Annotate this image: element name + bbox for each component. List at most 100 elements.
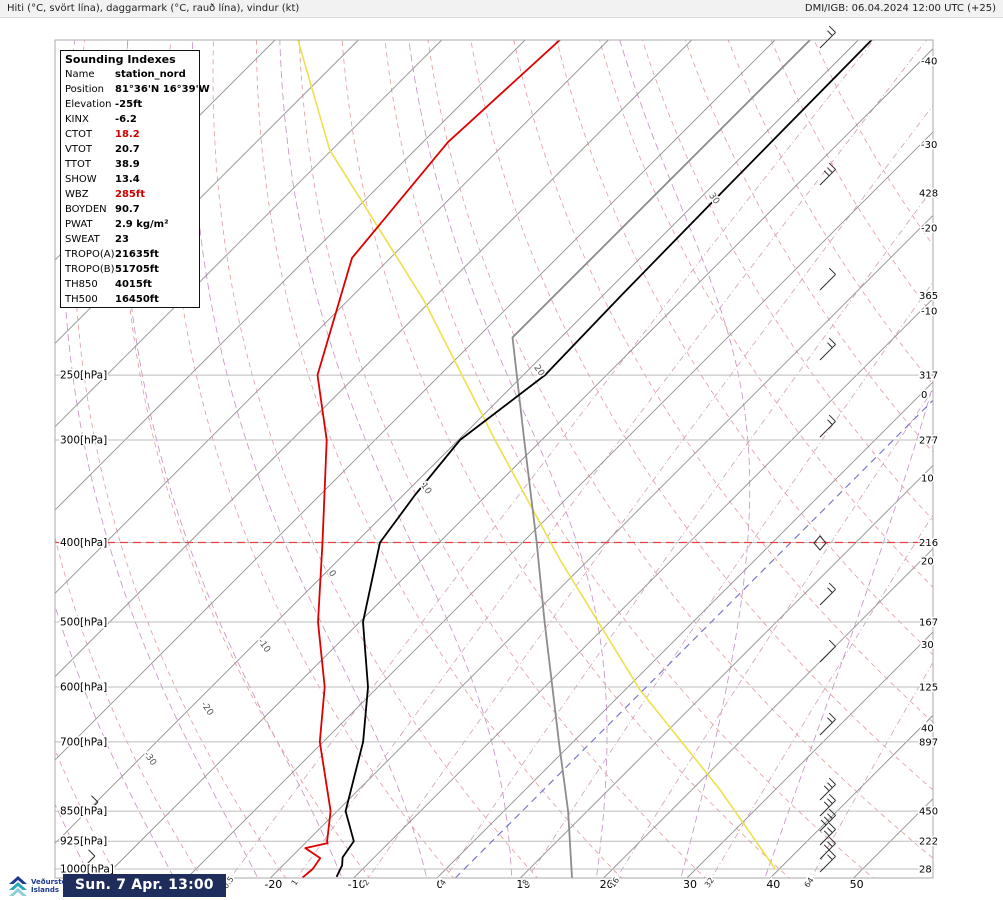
wind-barb-icon	[819, 836, 836, 860]
model-run-info: DMI/IGB: 06.04.2024 12:00 UTC (+25)	[804, 3, 996, 14]
index-value: station_nord	[115, 69, 186, 80]
index-label: TROPO(B)	[65, 264, 115, 275]
index-label: BOYDEN	[65, 204, 107, 215]
index-value: 20.7	[115, 144, 140, 155]
index-row: Elevation -25ft	[61, 97, 199, 112]
index-label: TTOT	[65, 159, 92, 170]
right-height-label: 28	[919, 865, 932, 876]
topbar: Hiti (°C, svört lína), daggarmark (°C, r…	[0, 0, 1003, 18]
moist-adiabat-label: 10	[418, 481, 433, 496]
right-temp-label: 40	[921, 723, 934, 734]
yellow-reference-line	[297, 40, 777, 870]
moist-adiabat-label: -20	[198, 700, 215, 718]
missing-wind-marker	[813, 535, 827, 551]
index-row: Position 81°36'N 16°39'W	[61, 82, 210, 97]
panel-rows: Name station_nord Position 81°36'N 16°39'W E…	[61, 67, 210, 307]
right-temp-label: 30	[921, 640, 934, 651]
index-label: TROPO(A)	[65, 249, 115, 260]
index-label: VTOT	[65, 144, 92, 155]
pressure-axis-label: 850[hPa]	[60, 806, 107, 818]
moist-adiabat-label: -10	[255, 637, 272, 655]
wind-barb-icon	[819, 25, 836, 49]
index-value: 13.4	[115, 174, 140, 185]
temp-axis-label: 10	[516, 878, 530, 891]
index-value: 51705ft	[115, 264, 159, 275]
index-value: 90.7	[115, 204, 140, 215]
panel-title: Sounding Indexes	[65, 53, 176, 66]
wind-barb-icon	[819, 162, 836, 186]
right-temp-label: -30	[921, 140, 937, 151]
right-temp-label: -40	[921, 57, 937, 68]
wind-barb-icon	[84, 849, 96, 867]
sounding-indexes-panel: Sounding Indexes Name station_nord Positio…	[60, 50, 210, 308]
moist-adiabat-label: -30	[141, 750, 158, 768]
index-row: PWAT 2.9 kg/m²	[61, 217, 199, 232]
right-height-label: 277	[919, 436, 938, 447]
wind-barb-icon	[819, 777, 836, 801]
temp-axis-label: 30	[683, 878, 697, 891]
right-height-label: 317	[919, 371, 938, 382]
right-height-label: 897	[919, 737, 938, 748]
right-temp-label: -20	[921, 223, 937, 234]
index-value: 81°36'N 16°39'W	[115, 84, 210, 95]
index-row: BOYDEN 90.7	[61, 202, 199, 217]
index-label: CTOT	[65, 129, 93, 140]
right-temp-label: 10	[921, 473, 934, 484]
right-height-label: 365	[919, 291, 938, 302]
right-height-label: 125	[919, 682, 938, 693]
temp-axis-label: 40	[766, 878, 780, 891]
chart-legend: Hiti (°C, svört lína), daggarmark (°C, r…	[7, 3, 300, 14]
pressure-axis-label: 500[hPa]	[60, 617, 107, 629]
index-label: Position	[65, 84, 104, 95]
index-row: TROPO(A) 21635ft	[61, 247, 199, 262]
index-row: TH500 16450ft	[61, 292, 199, 307]
right-temp-label: 20	[921, 557, 934, 568]
index-label: Elevation	[65, 99, 112, 110]
index-row: WBZ 285ft	[61, 187, 199, 202]
temp-axis-label: -20	[264, 878, 282, 891]
temp-axis-label: 50	[850, 878, 864, 891]
index-label: SHOW	[65, 174, 97, 185]
wind-barb-icon	[819, 337, 836, 361]
right-height-label: 216	[919, 538, 938, 549]
pressure-axis-label: 1000[hPa]	[60, 864, 114, 876]
isotherm-layer	[55, 40, 933, 878]
pressure-axis-label: 300[hPa]	[60, 435, 107, 447]
index-value: 2.9 kg/m²	[115, 219, 169, 230]
axis-labels: 250[hPa] 300[hPa] 400[hPa] 500[hPa] 600[hPa]…	[59, 55, 940, 892]
wind-barb-icon	[819, 414, 836, 438]
index-row: Name station_nord	[61, 67, 199, 82]
index-row: CTOT 18.2	[61, 127, 199, 142]
pressure-axis-label: 700[hPa]	[60, 736, 107, 748]
index-value: 285ft	[115, 189, 146, 200]
wind-barb-icon	[819, 822, 836, 846]
index-label: TH500	[65, 294, 98, 305]
index-label: WBZ	[65, 189, 89, 200]
index-label: SWEAT	[65, 234, 100, 245]
temp-axis-label: 0	[437, 878, 444, 891]
index-row: SWEAT 23	[61, 232, 199, 247]
mixing-ratio-layer	[229, 40, 933, 878]
index-row: KINX -6.2	[61, 112, 199, 127]
index-label: Name	[65, 69, 95, 80]
mixing-ratio-label: 1	[290, 878, 300, 887]
right-height-label: 167	[919, 618, 938, 629]
wind-barb-icon	[819, 712, 836, 736]
index-row: VTOT 20.7	[61, 142, 199, 157]
wind-barb-icon	[87, 795, 99, 813]
blue-dashed-line	[454, 399, 933, 878]
index-label: KINX	[65, 114, 89, 125]
right-height-label: 450	[919, 807, 938, 818]
index-row: TTOT 38.9	[61, 157, 199, 172]
wind-barb-icon	[819, 849, 836, 873]
right-height-label: 428	[919, 189, 938, 200]
right-height-label: 222	[919, 837, 938, 848]
index-value: 18.2	[115, 129, 140, 140]
wind-barb-icon	[819, 582, 836, 606]
wind-barb-column	[84, 25, 836, 873]
skewt-root: 250[hPa] 300[hPa] 400[hPa] 500[hPa] 600[hPa]…	[54, 25, 940, 893]
wind-barb-icon	[819, 267, 836, 291]
index-row: SHOW 13.4	[61, 172, 199, 187]
sounding-dewpoint-line	[302, 40, 562, 878]
